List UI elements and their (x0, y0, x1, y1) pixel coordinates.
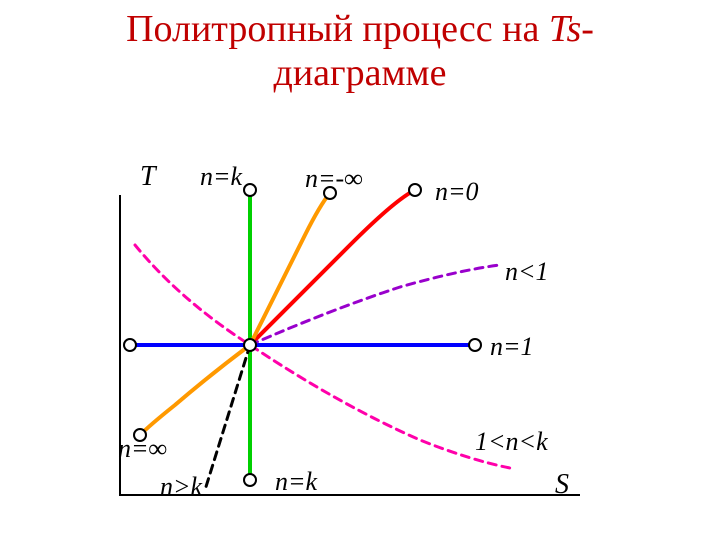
marker-n_eq_k_vert (244, 474, 256, 486)
label-lbl_nlt1: n<1 (505, 257, 549, 286)
title-dash: - (581, 8, 594, 50)
title-text-2: диаграмме (274, 52, 447, 94)
label-lbl_ngtk: n>k (160, 472, 203, 501)
curve-n_eq_inf_orange_left (140, 345, 250, 435)
title-ts: Ts (549, 8, 581, 50)
label-lbl_nk_top: n=k (200, 162, 243, 191)
page-title: Политропный процесс на Ts- диаграмме (0, 0, 720, 95)
center-marker (244, 339, 256, 351)
label-lbl_1nk: 1<n<k (475, 427, 548, 456)
ts-diagram: T Sn=k n=-∞ n=0 n<1 n=1 1<n<k n=k n>k n=∞ (0, 95, 720, 525)
label-lbl_n1: n=1 (490, 332, 534, 361)
title-text-1: Политропный процесс на (126, 8, 549, 50)
curve-n_eq_neginf_orange_right (250, 193, 330, 345)
label-lbl_S: S (555, 469, 569, 500)
marker-n_eq_k_vert (244, 184, 256, 196)
label-lbl_nk_bot: n=k (275, 467, 318, 496)
curve-1_lt_n_lt_k_magenta_dash (135, 245, 510, 468)
label-lbl_T: T (140, 161, 158, 192)
marker-n_eq_1_horiz (124, 339, 136, 351)
marker-n_eq_1_horiz (469, 339, 481, 351)
label-lbl_ninf: n=∞ (118, 434, 167, 463)
curve-n_eq_0_red (250, 190, 415, 345)
label-lbl_neginf: n=-∞ (305, 164, 363, 193)
label-lbl_n0: n=0 (435, 177, 479, 206)
marker-n_eq_0_red (409, 184, 421, 196)
curve-n_gt_k_black_dash (205, 345, 250, 490)
